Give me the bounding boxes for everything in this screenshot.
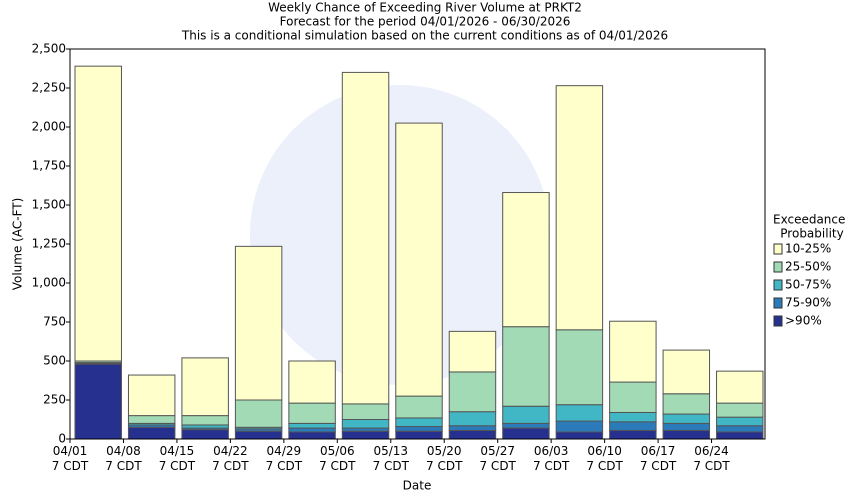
legend-swatch: [773, 297, 783, 309]
x-axis-label: Date: [403, 479, 432, 493]
chart-subtitle: This is a conditional simulation based o…: [181, 29, 668, 43]
bar-segment: [609, 411, 657, 423]
bar-segment: [448, 411, 497, 427]
x-tick-label: 04/08 7 CDT: [105, 444, 142, 473]
bar-segment: [181, 415, 229, 426]
y-tick-label: 250: [43, 393, 66, 407]
bar-segment: [288, 360, 336, 404]
y-tick-label: 2,500: [32, 42, 66, 56]
x-tick-label: 05/20 7 CDT: [426, 444, 463, 473]
bar-segment: [448, 429, 497, 440]
bar-segment: [609, 381, 657, 413]
bar-segment: [395, 122, 443, 397]
bar-segment: [716, 402, 764, 418]
bar-segment: [555, 404, 604, 422]
bar-segment: [74, 363, 122, 440]
bar-segment: [662, 413, 711, 424]
x-tick-label: 04/29 7 CDT: [266, 444, 303, 473]
x-tick-label: 05/13 7 CDT: [373, 444, 410, 473]
legend-label: 50-75%: [785, 278, 831, 292]
legend-title: Probability: [780, 227, 843, 241]
x-tick-label: 04/15 7 CDT: [159, 444, 196, 473]
legend-label: 75-90%: [785, 296, 831, 310]
legend-swatch: [773, 243, 783, 255]
bar-segment: [127, 374, 176, 417]
y-tick-label: 2,250: [32, 81, 66, 95]
bar-segment: [181, 357, 229, 417]
x-tick-label: 04/01 7 CDT: [52, 444, 89, 473]
y-tick-label: 1,750: [32, 159, 66, 173]
bar-segment: [555, 420, 604, 433]
bar-segment: [502, 422, 550, 429]
bar-segment: [716, 416, 764, 427]
legend-label: 25-50%: [785, 260, 831, 274]
bar-segment: [395, 430, 443, 440]
bar-segment: [341, 403, 390, 420]
bar-segment: [502, 427, 550, 440]
bar-segment: [662, 422, 711, 431]
bar-segment: [448, 330, 497, 373]
bar-segment: [609, 421, 657, 431]
legend-swatch: [773, 315, 783, 327]
bar-segment: [288, 427, 336, 433]
y-tick-label: 750: [43, 315, 66, 329]
y-tick-label: 500: [43, 354, 66, 368]
bar-segment: [448, 425, 497, 431]
y-tick-label: 1,250: [32, 237, 66, 251]
bar-segment: [662, 393, 711, 415]
bar-segment: [395, 417, 443, 428]
chart-subtitle: Forecast for the period 04/01/2026 - 06/…: [280, 15, 571, 29]
bar-segment: [288, 431, 336, 440]
bar-segment: [127, 415, 176, 424]
legend-title: Exceedance: [773, 213, 845, 227]
legend-label: >90%: [785, 314, 822, 328]
x-tick-label: 04/22 7 CDT: [212, 444, 249, 473]
bar-segment: [662, 349, 711, 395]
bar-segment: [502, 326, 550, 407]
bar-segment: [341, 430, 390, 440]
x-tick-label: 06/10 7 CDT: [586, 444, 623, 473]
bar-segment: [555, 329, 604, 406]
x-tick-label: 05/27 7 CDT: [479, 444, 516, 473]
chart-title: Weekly Chance of Exceeding River Volume …: [268, 1, 582, 15]
x-tick-label: 06/03 7 CDT: [533, 444, 570, 473]
y-tick-label: 1,500: [32, 198, 66, 212]
plot-frame: [69, 48, 766, 440]
bar-segment: [341, 71, 390, 405]
bar-segment: [395, 395, 443, 419]
y-axis-label: Volume (AC-FT): [11, 198, 25, 291]
bar-segment: [181, 429, 229, 440]
y-tick-label: 0: [58, 432, 66, 446]
legend-swatch: [773, 261, 783, 273]
bar-segment: [234, 430, 283, 440]
x-tick-label: 06/17 7 CDT: [640, 444, 677, 473]
legend-label: 10-25%: [785, 242, 831, 256]
bar-segment: [288, 402, 336, 424]
x-tick-label: 06/24 7 CDT: [693, 444, 730, 473]
bar-segment: [234, 399, 283, 428]
bar-segment: [341, 419, 390, 429]
bar-segment: [716, 370, 764, 404]
bar-segment: [555, 431, 604, 440]
bar-segment: [716, 425, 764, 433]
bar-segment: [448, 371, 497, 413]
bar-segment: [502, 192, 550, 328]
bar-segment: [127, 426, 176, 440]
bar-segment: [288, 422, 336, 429]
bar-segment: [555, 85, 604, 331]
bar-segment: [609, 320, 657, 383]
bar-segment: [662, 429, 711, 440]
x-tick-label: 05/06 7 CDT: [319, 444, 356, 473]
bar-segment: [234, 245, 283, 401]
y-tick-label: 2,000: [32, 120, 66, 134]
bar-segment: [74, 65, 122, 362]
bar-segment: [502, 405, 550, 424]
bar-segment: [395, 426, 443, 432]
bar-segment: [716, 431, 764, 440]
bar-segment: [609, 429, 657, 440]
y-tick-label: 1,000: [32, 276, 66, 290]
legend-swatch: [773, 279, 783, 291]
